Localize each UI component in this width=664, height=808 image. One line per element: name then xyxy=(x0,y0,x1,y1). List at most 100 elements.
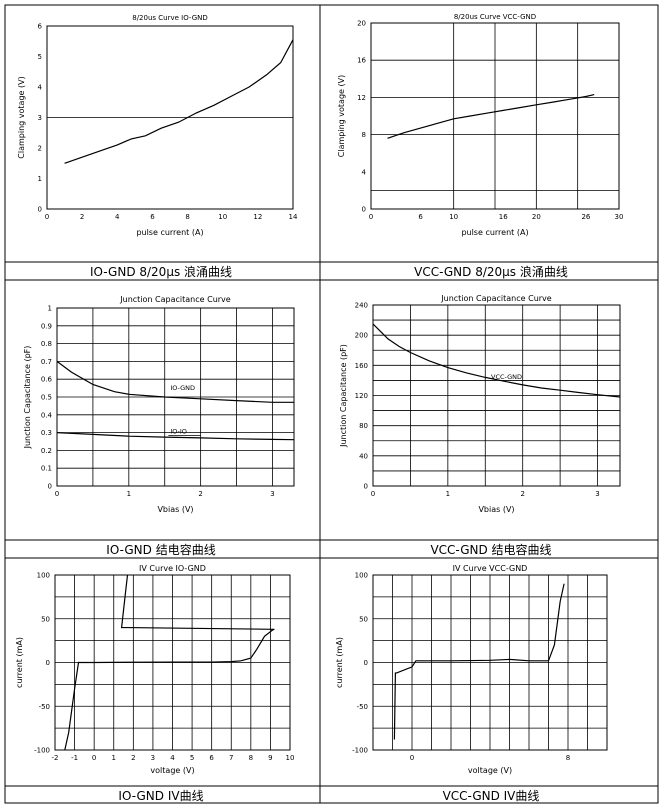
caption-2: VCC-GND 8/20μs 浪涌曲线 xyxy=(414,265,568,279)
chart-5-plot-frame xyxy=(54,574,291,751)
chart-3-series-line xyxy=(56,360,294,403)
chart-2-x-axis-label: pulse current (A) xyxy=(461,228,528,237)
chart-2-x-tick-label: 16 xyxy=(499,213,508,221)
chart-2-x-tick-label: 0 xyxy=(369,213,373,221)
chart-3-y-tick-label: 0.7 xyxy=(41,358,52,366)
chart-1-x-axis-label: pulse current (A) xyxy=(136,228,203,237)
chart-1-plot-frame xyxy=(46,25,294,210)
chart-2-x-tick-label: 20 xyxy=(532,213,541,221)
chart-2-title: 8/20us Curve VCC-GND xyxy=(454,13,536,21)
chart-1-title: 8/20us Curve IO-GND xyxy=(132,14,208,22)
chart-5-y-tick-label: -50 xyxy=(39,703,50,711)
chart-4-title: Junction Capacitance Curve xyxy=(440,294,552,303)
chart-6-series-line xyxy=(393,583,565,740)
chart-5-x-tick-label: -1 xyxy=(71,754,78,762)
chart-6-y-tick-label: -100 xyxy=(352,747,368,755)
chart-3-y-tick-label: 1 xyxy=(48,305,52,313)
caption-4: VCC-GND 结电容曲线 xyxy=(430,543,552,557)
chart-4-y-tick-label: 80 xyxy=(359,422,368,430)
caption-6: VCC-GND IV曲线 xyxy=(442,789,540,803)
chart-3-x-axis-label: Vbias (V) xyxy=(157,505,193,514)
chart-6-y-tick-label: 100 xyxy=(355,572,368,580)
chart-5-y-tick-label: 100 xyxy=(37,572,50,580)
chart-2-y-tick-label: 4 xyxy=(362,168,367,176)
chart-3-series-label: IO-GND xyxy=(170,384,195,392)
chart-3-title: Junction Capacitance Curve xyxy=(119,295,231,304)
chart-3-series-line xyxy=(56,432,295,441)
chart-1-x-tick-label: 12 xyxy=(253,213,262,221)
chart-3-x-tick-label: 0 xyxy=(55,490,59,498)
chart-3-x-tick-label: 3 xyxy=(270,490,274,498)
chart-4-y-axis-label: Junction Capacitance (pF) xyxy=(339,344,348,448)
chart-3-y-tick-label: 0.5 xyxy=(41,394,52,402)
chart-3-y-tick-label: 0.1 xyxy=(41,465,52,473)
chart-5-x-tick-label: 1 xyxy=(112,754,116,762)
chart-5-y-tick-label: 50 xyxy=(41,615,50,623)
chart-4-x-tick-label: 3 xyxy=(595,490,599,498)
chart-1-y-tick-label: 1 xyxy=(38,175,42,183)
chart-4-plot-frame xyxy=(372,304,621,487)
chart-3-y-tick-label: 0 xyxy=(48,483,52,491)
chart-5-x-tick-label: 0 xyxy=(92,754,96,762)
chart-4-x-axis-label: Vbias (V) xyxy=(478,505,514,514)
chart-6-x-tick-label: 8 xyxy=(566,754,570,762)
chart-4-y-tick-label: 0 xyxy=(364,483,368,491)
chart-5-x-tick-label: 8 xyxy=(249,754,253,762)
chart-1-x-tick-label: 0 xyxy=(45,213,49,221)
chart-3-y-tick-label: 0.4 xyxy=(41,411,53,419)
chart-5-x-tick-label: 7 xyxy=(229,754,233,762)
chart-5-y-tick-label: -100 xyxy=(34,747,50,755)
chart-2-x-tick-label: 10 xyxy=(449,213,458,221)
chart-1-y-tick-label: 2 xyxy=(38,145,42,153)
chart-5-x-tick-label: 9 xyxy=(268,754,272,762)
chart-1-x-tick-label: 14 xyxy=(289,213,298,221)
chart-4-x-tick-label: 2 xyxy=(520,490,524,498)
chart-2-x-tick-label: 30 xyxy=(615,213,624,221)
chart-6-plot-frame xyxy=(372,574,608,751)
chart-2-x-tick-label: 26 xyxy=(581,213,590,221)
chart-1-x-tick-label: 2 xyxy=(80,213,84,221)
chart-5-x-tick-label: -2 xyxy=(52,754,59,762)
chart-1-y-tick-label: 0 xyxy=(38,206,42,214)
chart-3-x-tick-label: 2 xyxy=(198,490,202,498)
chart-3-x-tick-label: 1 xyxy=(127,490,131,498)
chart-2-series-line xyxy=(387,94,595,139)
chart-1-x-tick-label: 4 xyxy=(115,213,120,221)
chart-2-x-tick-label: 6 xyxy=(418,213,423,221)
chart-1-x-tick-label: 6 xyxy=(150,213,155,221)
chart-6-x-axis-label: voltage (V) xyxy=(468,766,512,775)
chart-5-y-axis-label: current (mA) xyxy=(15,637,24,688)
chart-5-x-tick-label: 6 xyxy=(209,754,214,762)
chart-1-x-tick-label: 8 xyxy=(185,213,189,221)
chart-6-y-tick-label: -50 xyxy=(357,703,368,711)
chart-4-x-tick-label: 0 xyxy=(371,490,375,498)
chart-1-y-tick-label: 6 xyxy=(38,23,43,31)
chart-4-x-tick-label: 1 xyxy=(446,490,450,498)
chart-5-series-line xyxy=(64,574,275,751)
chart-1-x-tick-label: 10 xyxy=(218,213,227,221)
chart-3-y-axis-label: Junction Capacitance (pF) xyxy=(23,346,32,450)
chart-5-y-tick-label: 0 xyxy=(46,659,50,667)
chart-2-y-tick-label: 16 xyxy=(357,57,366,65)
chart-2-y-tick-label: 20 xyxy=(357,20,366,28)
chart-6-title: IV Curve VCC-GND xyxy=(453,564,528,573)
chart-6-y-tick-label: 0 xyxy=(364,659,368,667)
chart-6-y-axis-label: current (mA) xyxy=(335,637,344,688)
chart-1-y-axis-label: Clamping votage (V) xyxy=(17,76,26,158)
caption-3: IO-GND 结电容曲线 xyxy=(106,543,216,557)
chart-1-y-tick-label: 5 xyxy=(38,53,42,61)
chart-2-y-tick-label: 8 xyxy=(362,131,366,139)
chart-4-y-tick-label: 200 xyxy=(355,332,368,340)
chart-4-y-tick-label: 240 xyxy=(355,302,368,310)
chart-3-series-label: IO-IO xyxy=(170,427,187,435)
chart-6-x-tick-label: 0 xyxy=(410,754,414,762)
chart-2-y-tick-label: 0 xyxy=(362,206,366,214)
chart-5-x-tick-label: 4 xyxy=(170,754,175,762)
chart-5-x-axis-label: voltage (V) xyxy=(150,766,194,775)
chart-5-x-tick-label: 5 xyxy=(190,754,194,762)
chart-2-y-tick-label: 12 xyxy=(357,94,366,102)
chart-3-y-tick-label: 0.6 xyxy=(41,376,53,384)
chart-4-y-tick-label: 40 xyxy=(359,452,368,460)
chart-2-y-axis-label: Clamping votage (V) xyxy=(337,75,346,157)
